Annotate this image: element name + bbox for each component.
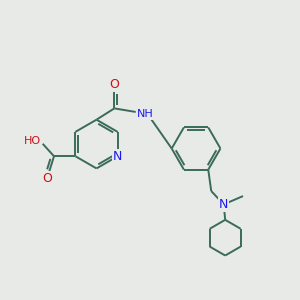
Text: N: N	[113, 150, 122, 163]
Text: NH: NH	[137, 109, 154, 119]
Text: O: O	[110, 78, 119, 91]
Text: O: O	[42, 172, 52, 185]
Text: HO: HO	[24, 136, 41, 146]
Text: N: N	[219, 198, 228, 211]
